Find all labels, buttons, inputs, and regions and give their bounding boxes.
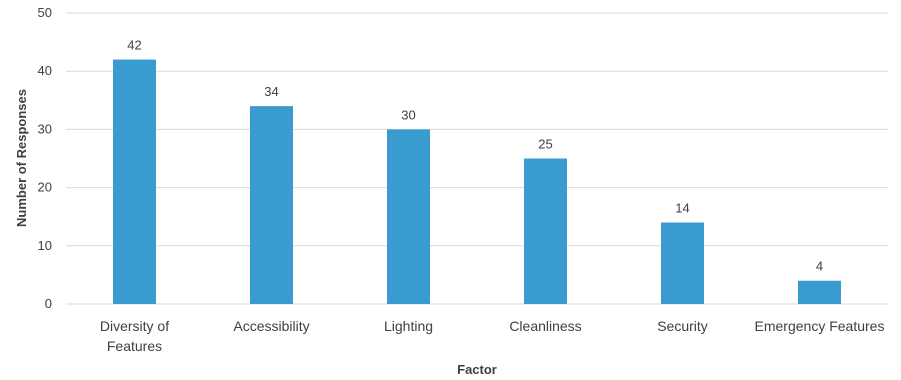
- y-tick-label: 50: [38, 5, 52, 20]
- x-tick-label: Accessibility: [233, 318, 309, 334]
- data-label: 14: [675, 201, 689, 216]
- bar: [661, 222, 704, 304]
- x-tick-label: Diversity of Features: [100, 318, 169, 354]
- bar: [524, 158, 567, 304]
- x-tick-label: Security: [657, 318, 708, 334]
- y-tick-label: 20: [38, 180, 52, 195]
- y-axis-title: Number of Responses: [14, 89, 29, 227]
- data-label: 34: [264, 84, 278, 99]
- data-label: 25: [538, 137, 552, 152]
- x-tick-label-line: Lighting: [384, 318, 433, 334]
- x-tick-label: Cleanliness: [509, 318, 581, 334]
- bars: [113, 59, 841, 305]
- bar: [113, 59, 156, 305]
- y-tick-label: 0: [45, 296, 52, 311]
- x-tick-label-line: Accessibility: [233, 318, 309, 334]
- x-tick-label: Lighting: [384, 318, 433, 334]
- y-tick-label: 30: [38, 121, 52, 136]
- x-tick-label-line: Security: [657, 318, 708, 334]
- x-tick-label-line: Features: [107, 338, 162, 354]
- x-tick-label-line: Cleanliness: [509, 318, 581, 334]
- x-tick-label: Emergency Features: [755, 318, 885, 334]
- y-tick-label: 10: [38, 238, 52, 253]
- x-axis-ticks: Diversity of Features Accessibility Lightin…: [100, 318, 885, 354]
- x-tick-label-line: Diversity of: [100, 318, 169, 334]
- bar: [798, 280, 841, 304]
- gridlines: [66, 12, 888, 305]
- data-labels: 42 34 30 25 14 4: [127, 38, 823, 274]
- data-label: 4: [816, 259, 823, 274]
- x-tick-label-line: Emergency Features: [755, 318, 885, 334]
- y-axis-ticks: 0 10 20 30 40 50: [38, 5, 52, 311]
- bar: [387, 129, 430, 304]
- data-label: 30: [401, 107, 415, 122]
- bar: [250, 106, 293, 305]
- y-tick-label: 40: [38, 63, 52, 78]
- data-label: 42: [127, 38, 141, 53]
- x-axis-title: Factor: [457, 362, 497, 377]
